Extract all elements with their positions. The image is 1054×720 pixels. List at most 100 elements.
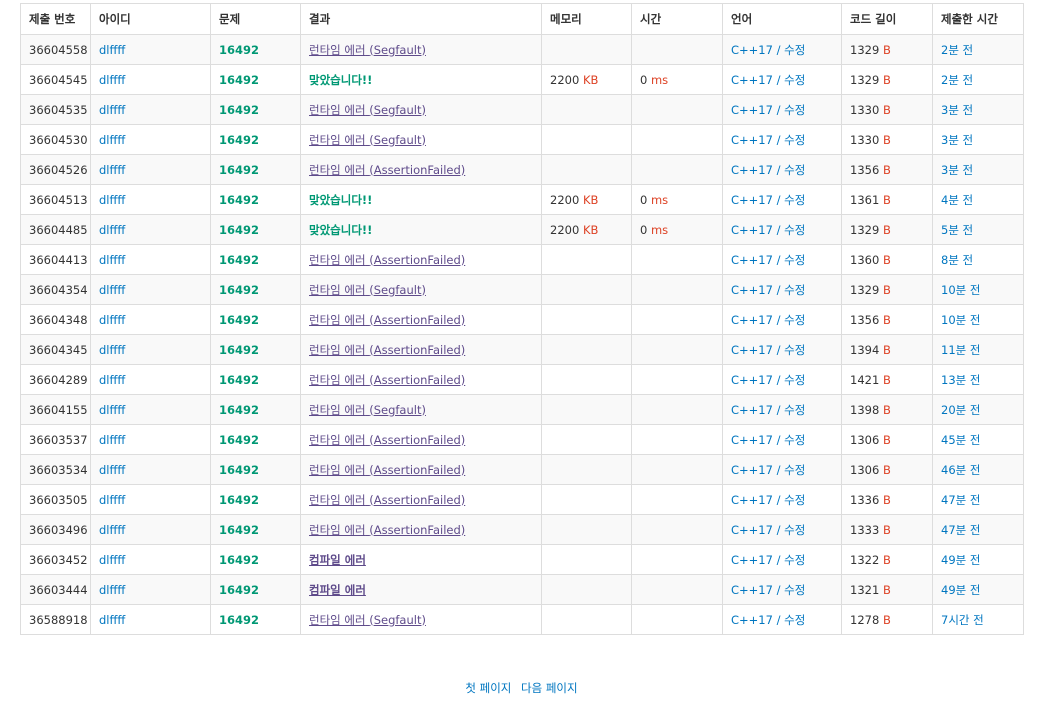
problem-link[interactable]: 16492 — [219, 582, 260, 597]
edit-link[interactable]: 수정 — [784, 612, 806, 627]
problem-link[interactable]: 16492 — [219, 552, 260, 567]
result-runtime-error-link[interactable]: 런타임 에러 (AssertionFailed) — [309, 523, 465, 537]
edit-link[interactable]: 수정 — [784, 222, 806, 237]
language-link[interactable]: C++17 — [731, 492, 773, 507]
result-compile-error-link[interactable]: 컴파일 에러 — [309, 552, 366, 567]
submitted-time-link[interactable]: 7시간 전 — [941, 612, 984, 627]
user-id-link[interactable]: dlffff — [99, 102, 126, 117]
user-id-link[interactable]: dlffff — [99, 372, 126, 387]
user-id-link[interactable]: dlffff — [99, 462, 126, 477]
problem-link[interactable]: 16492 — [219, 72, 260, 87]
result-runtime-error-link[interactable]: 런타임 에러 (AssertionFailed) — [309, 373, 465, 387]
language-link[interactable]: C++17 — [731, 252, 773, 267]
submitted-time-link[interactable]: 3분 전 — [941, 102, 974, 117]
language-link[interactable]: C++17 — [731, 222, 773, 237]
submitted-time-link[interactable]: 2분 전 — [941, 42, 974, 57]
result-runtime-error-link[interactable]: 런타임 에러 (Segfault) — [309, 403, 426, 417]
user-id-link[interactable]: dlffff — [99, 72, 126, 87]
submitted-time-link[interactable]: 13분 전 — [941, 372, 981, 387]
submitted-time-link[interactable]: 5분 전 — [941, 222, 974, 237]
language-link[interactable]: C++17 — [731, 132, 773, 147]
problem-link[interactable]: 16492 — [219, 252, 260, 267]
problem-link[interactable]: 16492 — [219, 162, 260, 177]
result-runtime-error-link[interactable]: 런타임 에러 (Segfault) — [309, 283, 426, 297]
edit-link[interactable]: 수정 — [784, 252, 806, 267]
submitted-time-link[interactable]: 11분 전 — [941, 342, 981, 357]
submitted-time-link[interactable]: 10분 전 — [941, 282, 981, 297]
submitted-time-link[interactable]: 4분 전 — [941, 192, 974, 207]
language-link[interactable]: C++17 — [731, 72, 773, 87]
next-page-link[interactable]: 다음 페이지 — [521, 681, 578, 695]
edit-link[interactable]: 수정 — [784, 402, 806, 417]
user-id-link[interactable]: dlffff — [99, 282, 126, 297]
problem-link[interactable]: 16492 — [219, 462, 260, 477]
language-link[interactable]: C++17 — [731, 282, 773, 297]
result-runtime-error-link[interactable]: 런타임 에러 (Segfault) — [309, 133, 426, 147]
submitted-time-link[interactable]: 49분 전 — [941, 582, 981, 597]
user-id-link[interactable]: dlffff — [99, 342, 126, 357]
problem-link[interactable]: 16492 — [219, 402, 260, 417]
edit-link[interactable]: 수정 — [784, 492, 806, 507]
user-id-link[interactable]: dlffff — [99, 42, 126, 57]
edit-link[interactable]: 수정 — [784, 522, 806, 537]
edit-link[interactable]: 수정 — [784, 72, 806, 87]
problem-link[interactable]: 16492 — [219, 222, 260, 237]
edit-link[interactable]: 수정 — [784, 192, 806, 207]
submitted-time-link[interactable]: 20분 전 — [941, 402, 981, 417]
edit-link[interactable]: 수정 — [784, 552, 806, 567]
submitted-time-link[interactable]: 45분 전 — [941, 432, 981, 447]
user-id-link[interactable]: dlffff — [99, 252, 126, 267]
submitted-time-link[interactable]: 3분 전 — [941, 162, 974, 177]
result-runtime-error-link[interactable]: 런타임 에러 (AssertionFailed) — [309, 163, 465, 177]
edit-link[interactable]: 수정 — [784, 42, 806, 57]
user-id-link[interactable]: dlffff — [99, 522, 126, 537]
edit-link[interactable]: 수정 — [784, 432, 806, 447]
result-runtime-error-link[interactable]: 런타임 에러 (Segfault) — [309, 43, 426, 57]
language-link[interactable]: C++17 — [731, 402, 773, 417]
language-link[interactable]: C++17 — [731, 342, 773, 357]
problem-link[interactable]: 16492 — [219, 492, 260, 507]
edit-link[interactable]: 수정 — [784, 312, 806, 327]
submitted-time-link[interactable]: 46분 전 — [941, 462, 981, 477]
user-id-link[interactable]: dlffff — [99, 432, 126, 447]
language-link[interactable]: C++17 — [731, 462, 773, 477]
user-id-link[interactable]: dlffff — [99, 492, 126, 507]
user-id-link[interactable]: dlffff — [99, 612, 126, 627]
language-link[interactable]: C++17 — [731, 552, 773, 567]
user-id-link[interactable]: dlffff — [99, 192, 126, 207]
language-link[interactable]: C++17 — [731, 192, 773, 207]
language-link[interactable]: C++17 — [731, 432, 773, 447]
problem-link[interactable]: 16492 — [219, 342, 260, 357]
edit-link[interactable]: 수정 — [784, 162, 806, 177]
problem-link[interactable]: 16492 — [219, 432, 260, 447]
result-runtime-error-link[interactable]: 런타임 에러 (Segfault) — [309, 103, 426, 117]
edit-link[interactable]: 수정 — [784, 102, 806, 117]
language-link[interactable]: C++17 — [731, 582, 773, 597]
result-runtime-error-link[interactable]: 런타임 에러 (Segfault) — [309, 613, 426, 627]
result-compile-error-link[interactable]: 컴파일 에러 — [309, 582, 366, 597]
problem-link[interactable]: 16492 — [219, 312, 260, 327]
edit-link[interactable]: 수정 — [784, 372, 806, 387]
edit-link[interactable]: 수정 — [784, 282, 806, 297]
submitted-time-link[interactable]: 47분 전 — [941, 522, 981, 537]
result-runtime-error-link[interactable]: 런타임 에러 (AssertionFailed) — [309, 253, 465, 267]
user-id-link[interactable]: dlffff — [99, 162, 126, 177]
submitted-time-link[interactable]: 2분 전 — [941, 72, 974, 87]
language-link[interactable]: C++17 — [731, 372, 773, 387]
edit-link[interactable]: 수정 — [784, 462, 806, 477]
result-runtime-error-link[interactable]: 런타임 에러 (AssertionFailed) — [309, 463, 465, 477]
problem-link[interactable]: 16492 — [219, 612, 260, 627]
language-link[interactable]: C++17 — [731, 42, 773, 57]
user-id-link[interactable]: dlffff — [99, 552, 126, 567]
user-id-link[interactable]: dlffff — [99, 312, 126, 327]
problem-link[interactable]: 16492 — [219, 372, 260, 387]
problem-link[interactable]: 16492 — [219, 102, 260, 117]
problem-link[interactable]: 16492 — [219, 192, 260, 207]
user-id-link[interactable]: dlffff — [99, 582, 126, 597]
first-page-link[interactable]: 첫 페이지 — [465, 681, 512, 695]
language-link[interactable]: C++17 — [731, 522, 773, 537]
result-runtime-error-link[interactable]: 런타임 에러 (AssertionFailed) — [309, 433, 465, 447]
edit-link[interactable]: 수정 — [784, 582, 806, 597]
result-runtime-error-link[interactable]: 런타임 에러 (AssertionFailed) — [309, 493, 465, 507]
language-link[interactable]: C++17 — [731, 102, 773, 117]
